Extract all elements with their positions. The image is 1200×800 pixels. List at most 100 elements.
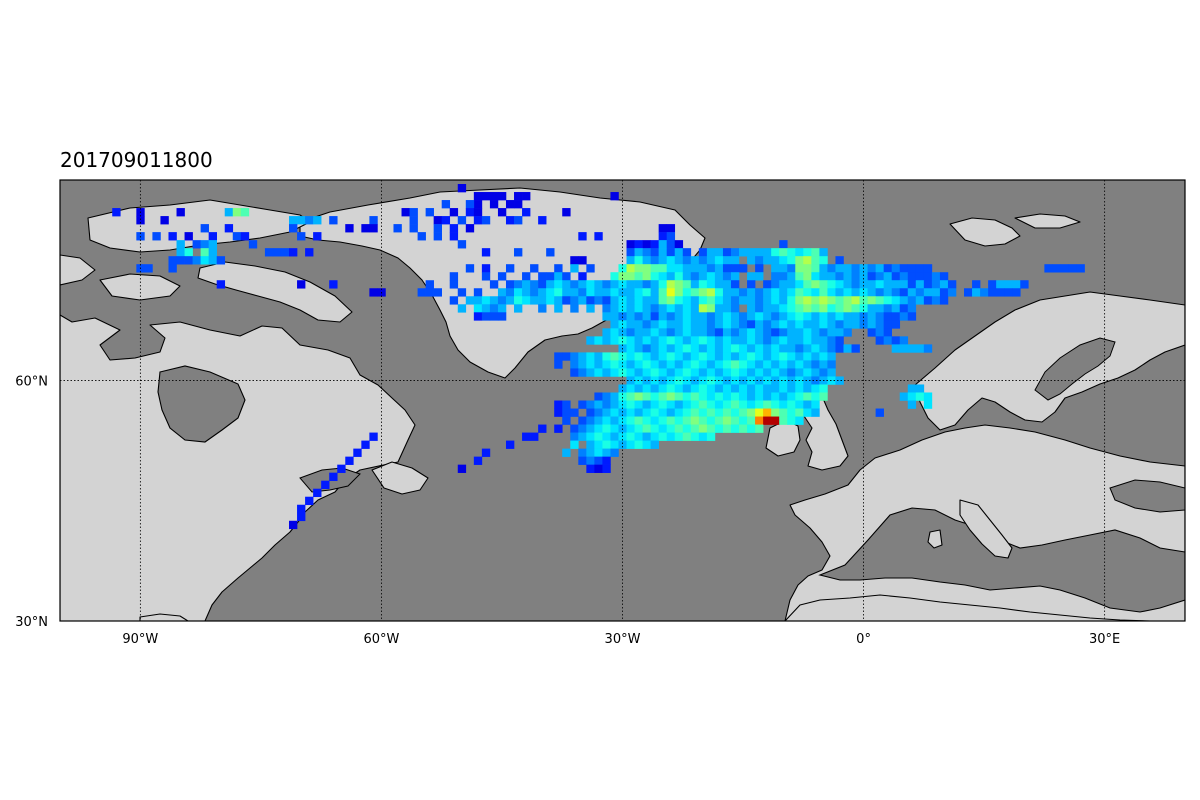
heatmap-cell	[883, 312, 892, 321]
heatmap-cell	[755, 416, 764, 425]
heatmap-cell	[803, 320, 812, 329]
heatmap-cell	[305, 216, 314, 225]
heatmap-cell	[465, 264, 475, 273]
heatmap-cell	[626, 416, 635, 425]
heatmap-cell	[674, 240, 684, 249]
heatmap-cell	[674, 304, 684, 313]
heatmap-cell	[554, 296, 563, 305]
heatmap-cell	[763, 384, 772, 393]
heatmap-cell	[465, 296, 475, 305]
heatmap-cell	[787, 352, 796, 361]
heatmap-cell	[739, 336, 748, 345]
heatmap-cell	[289, 248, 298, 257]
heatmap-cell	[658, 424, 667, 433]
heatmap-cell	[554, 264, 563, 273]
heatmap-cell	[923, 392, 933, 401]
heatmap-cell	[698, 312, 708, 321]
heatmap-cell	[578, 432, 587, 441]
heatmap-cell	[457, 240, 467, 249]
heatmap-cell	[642, 264, 651, 273]
heatmap-cell	[192, 240, 201, 249]
heatmap-cell	[481, 264, 491, 273]
heatmap-cell	[642, 352, 651, 361]
heatmap-cell	[449, 224, 459, 233]
heatmap-cell	[634, 256, 643, 265]
heatmap-cell	[514, 192, 523, 201]
heatmap-cell	[867, 264, 876, 273]
heatmap-cell	[650, 240, 659, 249]
heatmap-cell	[730, 392, 740, 401]
heatmap-cell	[835, 336, 844, 345]
heatmap-cell	[939, 272, 949, 281]
heatmap-cell	[698, 400, 708, 409]
heatmap-cell	[208, 232, 217, 241]
heatmap-cell	[771, 320, 780, 329]
heatmap-cell	[803, 272, 812, 281]
heatmap-cell	[803, 296, 812, 305]
heatmap-cell	[747, 416, 756, 425]
heatmap-cell	[698, 328, 708, 337]
heatmap-cell	[795, 344, 804, 353]
heatmap-cell	[578, 456, 587, 465]
heatmap-cell	[602, 392, 611, 401]
heatmap-cell	[851, 304, 860, 313]
heatmap-cell	[642, 400, 651, 409]
heatmap-cell	[594, 440, 603, 449]
heatmap-cell	[803, 392, 812, 401]
heatmap-cell	[811, 376, 820, 385]
heatmap-cell	[578, 416, 587, 425]
heatmap-cell	[755, 352, 764, 361]
heatmap-cell	[779, 416, 788, 425]
heatmap-cell	[666, 256, 676, 265]
heatmap-cell	[666, 232, 676, 241]
heatmap-cell	[739, 328, 748, 337]
heatmap-cell	[698, 296, 708, 305]
heatmap-cell	[883, 264, 892, 273]
heatmap-cell	[345, 456, 354, 465]
heatmap-cell	[706, 360, 716, 369]
heatmap-cell	[827, 360, 836, 369]
heatmap-cell	[578, 256, 587, 265]
heatmap-cell	[570, 264, 579, 273]
heatmap-cell	[819, 248, 828, 257]
heatmap-cell	[594, 424, 603, 433]
heatmap-cell	[730, 304, 740, 313]
heatmap-cell	[626, 296, 635, 305]
heatmap-cell	[353, 448, 362, 457]
heatmap-cell	[578, 352, 587, 361]
heatmap-cell	[650, 280, 659, 289]
heatmap-cell	[441, 216, 451, 225]
heatmap-cell	[393, 224, 402, 233]
heatmap-cell	[642, 280, 651, 289]
heatmap-cell	[433, 216, 442, 225]
heatmap-cell	[618, 440, 627, 449]
heatmap-cell	[650, 288, 659, 297]
heatmap-cell	[473, 456, 483, 465]
heatmap-cell	[755, 408, 764, 417]
heatmap-cell	[586, 400, 595, 409]
heatmap-cell	[562, 400, 571, 409]
heatmap-cell	[538, 280, 547, 289]
heatmap-cell	[642, 248, 651, 257]
heatmap-cell	[634, 416, 643, 425]
heatmap-cell	[594, 296, 603, 305]
heatmap-cell	[811, 312, 820, 321]
heatmap-cell	[763, 312, 772, 321]
heatmap-cell	[184, 248, 193, 257]
heatmap-cell	[650, 400, 659, 409]
heatmap-cell	[626, 424, 635, 433]
heatmap-cell	[706, 256, 716, 265]
heatmap-cell	[891, 312, 901, 321]
heatmap-cell	[771, 344, 780, 353]
heatmap-cell	[747, 288, 756, 297]
heatmap-cell	[666, 392, 676, 401]
heatmap-cell	[795, 320, 804, 329]
heatmap-cell	[650, 376, 659, 385]
heatmap-cell	[907, 312, 917, 321]
heatmap-cell	[626, 328, 635, 337]
heatmap-cell	[658, 296, 667, 305]
heatmap-cell	[827, 344, 836, 353]
heatmap-cell	[787, 288, 796, 297]
heatmap-cell	[811, 408, 820, 417]
heatmap-cell	[626, 352, 635, 361]
